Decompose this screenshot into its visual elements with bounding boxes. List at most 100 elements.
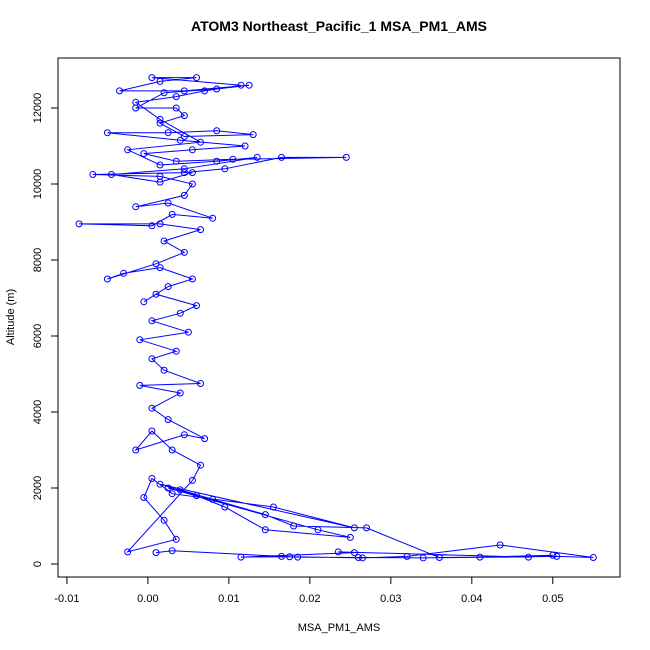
data-point [168, 490, 176, 498]
data-point [188, 180, 196, 188]
data-point [156, 264, 164, 272]
data-point [209, 495, 217, 503]
x-axis-label: MSA_PM1_AMS [298, 622, 381, 634]
data-point [180, 191, 188, 199]
x-tick-label: 0.02 [299, 593, 320, 605]
data-point [176, 486, 184, 494]
data-point [358, 554, 366, 562]
data-point [496, 541, 504, 549]
data-point [241, 142, 249, 150]
data-point [152, 549, 160, 557]
data-point [245, 81, 253, 89]
y-axis-label: Altitude (m) [5, 289, 17, 345]
data-point [148, 404, 156, 412]
data-point [553, 552, 561, 560]
chart-title: ATOM3 Northeast_Pacific_1 MSA_PM1_AMS [191, 18, 487, 34]
data-point [172, 347, 180, 355]
data-point [197, 380, 205, 388]
data-point [180, 112, 188, 120]
data-point [197, 138, 205, 146]
data-point [103, 129, 111, 137]
data-point [160, 237, 168, 245]
data-point [184, 328, 192, 336]
data-point [168, 210, 176, 218]
data-point [476, 553, 484, 561]
data-point [156, 77, 164, 85]
data-point [350, 549, 358, 557]
data-point [156, 115, 164, 123]
data-point [213, 127, 221, 135]
data-point [180, 431, 188, 439]
data-line [79, 77, 594, 559]
data-point [172, 104, 180, 112]
data-point [75, 220, 83, 228]
data-point [549, 551, 557, 559]
data-point [132, 98, 140, 106]
data-point [107, 171, 115, 179]
data-point [168, 547, 176, 555]
data-point [164, 484, 172, 492]
data-point [201, 87, 209, 95]
data-point [140, 494, 148, 502]
data-point [160, 516, 168, 524]
x-tick-label: 0.05 [542, 593, 563, 605]
y-tick-label: 12000 [32, 93, 44, 124]
data-point [116, 87, 124, 95]
data-point [164, 416, 172, 424]
data-point [278, 552, 286, 560]
data-point [172, 157, 180, 165]
x-tick-label: 0.00 [137, 593, 158, 605]
data-point [180, 87, 188, 95]
data-point [164, 129, 172, 137]
data-point [221, 503, 229, 511]
data-point [286, 553, 294, 561]
data-point [403, 552, 411, 560]
x-tick-label: 0.01 [218, 593, 239, 605]
data-point [435, 554, 443, 562]
data-point [188, 169, 196, 177]
data-point [156, 178, 164, 186]
data-point [294, 553, 302, 561]
data-point [164, 283, 172, 291]
data-point [180, 248, 188, 256]
data-point [188, 275, 196, 283]
data-point [172, 93, 180, 101]
data-point [103, 275, 111, 283]
data-point [164, 199, 172, 207]
data-point [188, 146, 196, 154]
data-point [148, 427, 156, 435]
data-point [176, 309, 184, 317]
data-point [589, 554, 597, 562]
data-point [342, 153, 350, 161]
data-point [156, 119, 164, 127]
data-point [334, 548, 342, 556]
data-point [221, 165, 229, 173]
data-point [237, 553, 245, 561]
data-point [278, 153, 286, 161]
data-point [180, 169, 188, 177]
data-point [148, 74, 156, 82]
data-point [180, 133, 188, 141]
data-point [176, 136, 184, 144]
data-point [192, 74, 200, 82]
data-point [124, 146, 132, 154]
data-point [229, 155, 237, 163]
data-point [140, 298, 148, 306]
y-tick-label: 10000 [32, 169, 44, 200]
data-point [197, 226, 205, 234]
data-point [346, 533, 354, 541]
data-point [261, 526, 269, 534]
data-point [120, 269, 128, 277]
data-point [237, 81, 245, 89]
data-point [213, 85, 221, 93]
data-point [180, 165, 188, 173]
data-point [89, 171, 97, 179]
data-point [524, 553, 532, 561]
data-point [354, 554, 362, 562]
data-point [419, 554, 427, 562]
data-point [136, 381, 144, 389]
data-point [213, 157, 221, 165]
data-point [148, 317, 156, 325]
